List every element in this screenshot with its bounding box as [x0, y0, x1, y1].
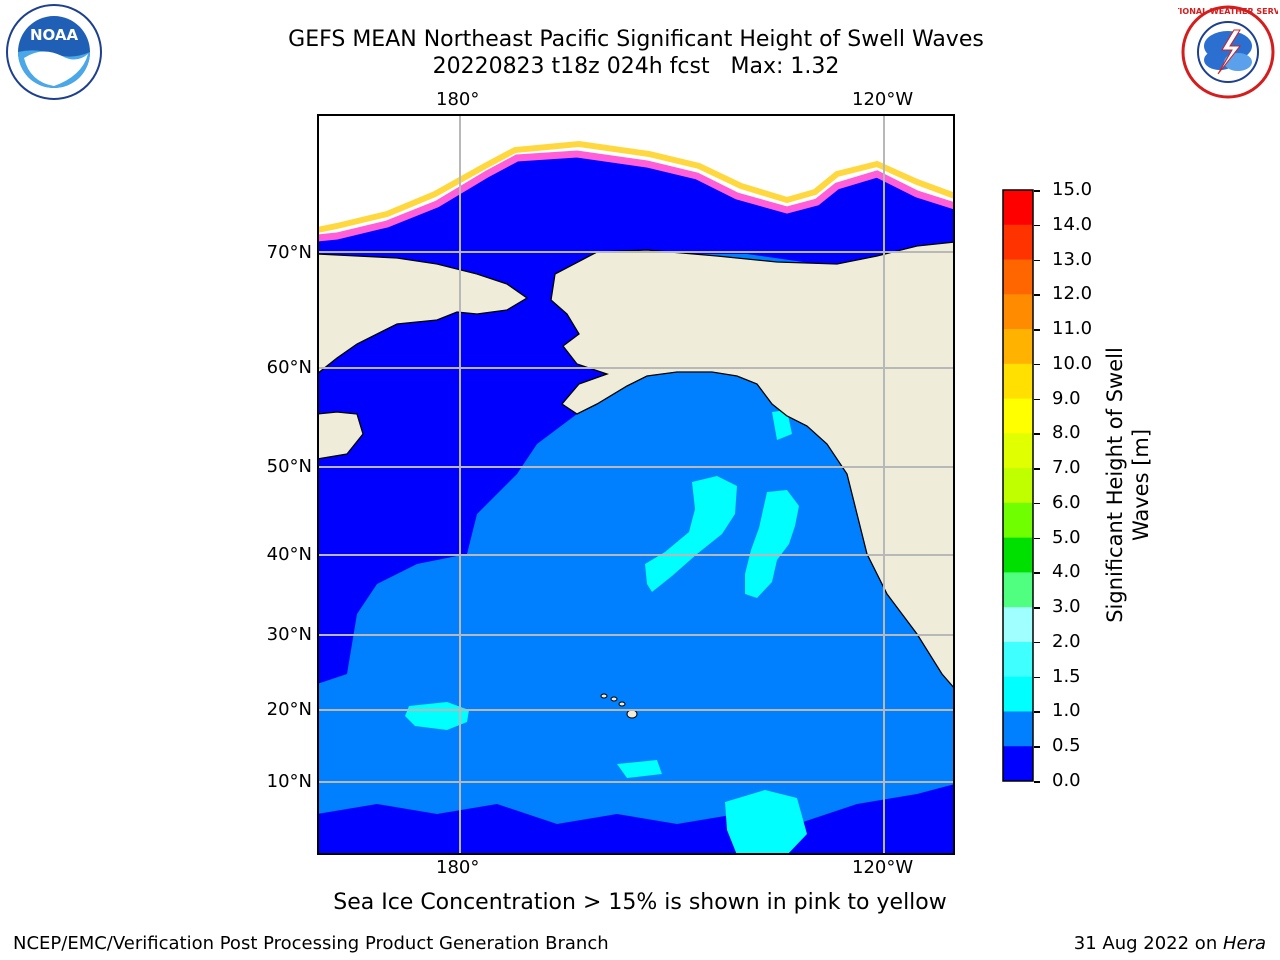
colorbar-title-line1: Significant Height of Swell — [1103, 347, 1127, 623]
colorbar-tick-mark — [1034, 607, 1040, 609]
nws-logo-text: NATIONAL WEATHER SERVICE — [1178, 7, 1278, 16]
colorbar-tick-mark — [1034, 746, 1040, 748]
colorbar-segment — [1003, 537, 1033, 573]
lat-label-10n: 10°N — [266, 771, 312, 792]
swell-patch-4 — [617, 760, 662, 778]
footer-branch: NCEP/EMC/Verification Post Processing Pr… — [13, 933, 609, 954]
colorbar-tick-mark — [1034, 190, 1040, 192]
lat-label-60n: 60°N — [266, 357, 312, 378]
noaa-logo: NOAA — [6, 4, 102, 100]
colorbar-tick-label: 12.0 — [1052, 283, 1093, 305]
lon-label-bottom-180: 180° — [436, 857, 480, 878]
hawaiian-islands — [600, 693, 638, 719]
colorbar-tick-mark — [1034, 711, 1040, 713]
footer-date-text: 31 Aug 2022 on — [1073, 933, 1223, 954]
swell-height-map — [317, 114, 955, 855]
colorbar-tick-label: 5.0 — [1052, 526, 1081, 548]
colorbar-tick-label: 0.0 — [1052, 770, 1081, 791]
swell-patch-2 — [745, 490, 799, 598]
colorbar-tick-label: 13.0 — [1052, 248, 1093, 270]
colorbar-tick-label: 9.0 — [1052, 387, 1081, 409]
colorbar-tick-label: 14.0 — [1052, 213, 1093, 235]
colorbar-tick-mark — [1034, 329, 1040, 331]
colorbar-segment — [1003, 190, 1033, 226]
colorbar-segment — [1003, 607, 1033, 643]
lon-label-top-180: 180° — [436, 89, 480, 110]
sea-ice-edge-pink — [317, 150, 955, 242]
colorbar-tick-label: 1.5 — [1052, 665, 1081, 687]
ocean-low-region-se — [857, 784, 955, 855]
map-frame — [317, 114, 955, 855]
swell-patch-1 — [645, 476, 737, 592]
colorbar-segment — [1003, 433, 1033, 469]
swell-patch-6 — [772, 410, 792, 440]
lat-label-40n: 40°N — [266, 544, 312, 565]
colorbar-tick-mark — [1034, 398, 1040, 401]
colorbar-tick-label: 10.0 — [1052, 352, 1093, 374]
colorbar-tick-mark — [1034, 433, 1040, 435]
colorbar-tick-label: 6.0 — [1052, 491, 1081, 513]
lat-label-20n: 20°N — [266, 699, 312, 720]
lat-label-70n: 70°N — [266, 242, 312, 263]
colorbar — [1002, 189, 1034, 782]
colorbar-tick-mark — [1034, 294, 1040, 296]
colorbar-tick-label: 1.0 — [1052, 700, 1081, 722]
colorbar-segment — [1003, 294, 1033, 330]
colorbar-segment — [1003, 502, 1033, 539]
colorbar-tick-mark — [1034, 468, 1040, 470]
colorbar-segment — [1003, 329, 1033, 365]
colorbar-tick-label: 11.0 — [1052, 318, 1093, 340]
colorbar-segment — [1003, 746, 1033, 782]
colorbar-tick-mark — [1034, 781, 1040, 783]
colorbar-tick-label: 15.0 — [1052, 179, 1093, 200]
colorbar-tick-mark — [1034, 224, 1040, 227]
colorbar-segment — [1003, 711, 1033, 747]
colorbar-segment — [1003, 259, 1033, 295]
colorbar-segment — [1003, 363, 1033, 400]
colorbar-tick-label: 3.0 — [1052, 596, 1081, 618]
colorbar-frame — [1002, 189, 1034, 782]
colorbar-title: Significant Height of Swell Waves [m] — [1102, 347, 1154, 623]
colorbar-tick-label: 4.0 — [1052, 561, 1081, 583]
colorbar-tick-label: 2.0 — [1052, 630, 1081, 652]
colorbar-tick-label: 7.0 — [1052, 457, 1081, 479]
nws-logo: NATIONAL WEATHER SERVICE — [1178, 5, 1278, 99]
sea-ice-edge-yellow — [317, 140, 955, 233]
lon-label-bottom-120w: 120°W — [852, 857, 914, 878]
colorbar-tick-mark — [1034, 537, 1040, 540]
colorbar-segment — [1003, 224, 1033, 261]
colorbar-segment — [1003, 641, 1033, 678]
footer-date: 31 Aug 2022 on Hera — [1074, 933, 1266, 954]
colorbar-tick-mark — [1034, 259, 1040, 262]
colorbar-segment — [1003, 398, 1033, 434]
title-line-1: GEFS MEAN Northeast Pacific Significant … — [288, 27, 984, 52]
colorbar-title-line2: Waves [m] — [1129, 428, 1153, 542]
land-kamchatka — [317, 411, 364, 460]
land-siberia — [317, 253, 529, 375]
colorbar-tick-label: 0.5 — [1052, 735, 1081, 757]
colorbar-tick-mark — [1034, 572, 1040, 574]
colorbar-segment — [1003, 572, 1033, 608]
colorbar-segment — [1003, 676, 1033, 712]
sea-ice-note: Sea Ice Concentration > 15% is shown in … — [333, 890, 947, 915]
colorbar-tick-label: 8.0 — [1052, 422, 1081, 444]
colorbar-tick-mark — [1034, 363, 1040, 366]
graticule — [317, 114, 955, 855]
swell-patch-5 — [725, 790, 807, 855]
chart-title: GEFS MEAN Northeast Pacific Significant … — [0, 26, 1272, 80]
footer-machine: Hera — [1222, 933, 1266, 954]
colorbar-tick-mark — [1034, 502, 1040, 505]
lat-label-30n: 30°N — [266, 624, 312, 645]
noaa-logo-text: NOAA — [30, 26, 79, 44]
colorbar-segment — [1003, 468, 1033, 504]
land-north-america — [550, 241, 955, 690]
lon-label-top-120w: 120°W — [852, 89, 914, 110]
colorbar-tick-mark — [1034, 676, 1040, 679]
lat-label-50n: 50°N — [266, 456, 312, 477]
colorbar-tick-mark — [1034, 641, 1040, 644]
title-line-2: 20220823 t18z 024h fcst Max: 1.32 — [432, 54, 840, 79]
